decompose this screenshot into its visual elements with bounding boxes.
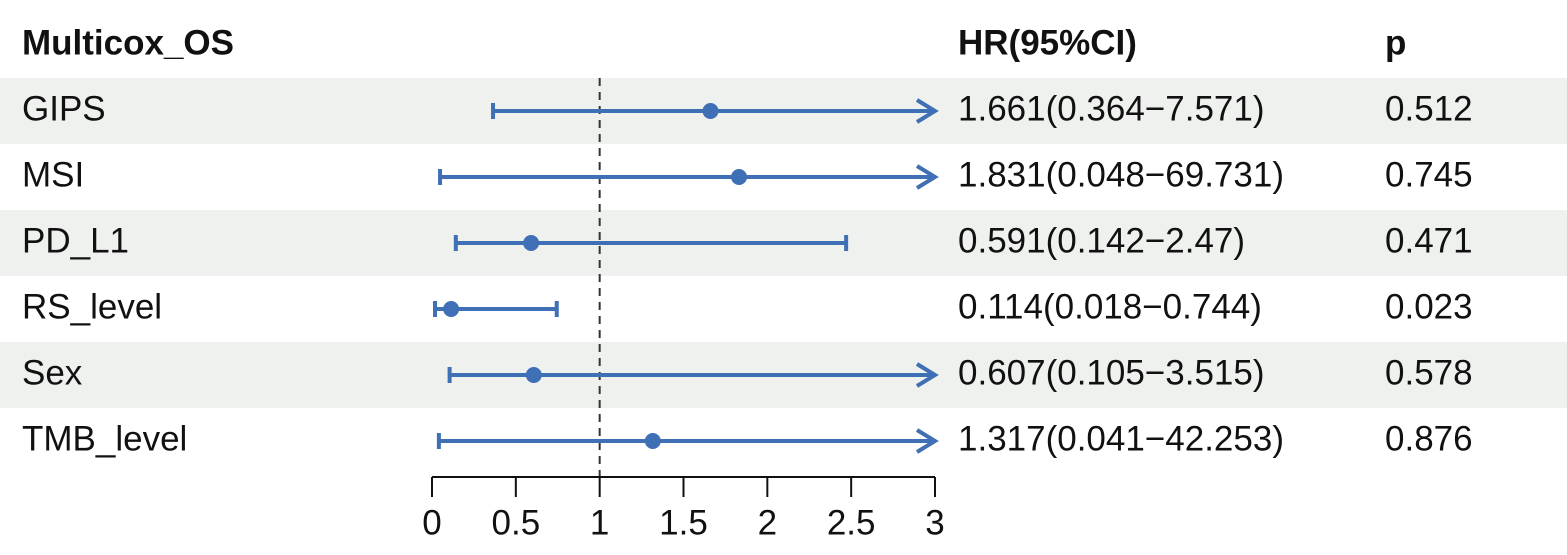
hr-point [702,103,719,119]
x-tick-label: 1.5 [659,503,708,542]
x-tick-label: 3 [925,503,944,542]
ci-arrow [915,362,939,388]
p-value: 0.023 [1385,287,1473,326]
row-label: MSI [22,155,84,194]
p-value: 0.745 [1385,155,1473,194]
ci-arrow [915,98,939,124]
hr-ci-label: 1.317(0.041−42.253) [958,419,1284,458]
row-label: PD_L1 [22,221,129,260]
hr-ci-label: 0.607(0.105−3.515) [958,353,1265,392]
chart-title: Multicox_OS [22,23,234,62]
hr-point [730,169,747,185]
hr-ci-label: 0.114(0.018−0.744) [958,287,1262,326]
p-value: 0.471 [1385,221,1473,260]
p-value: 0.578 [1385,353,1473,392]
p-value: 0.876 [1385,419,1473,458]
row-label: RS_level [22,287,162,326]
row-label: GIPS [22,89,106,128]
ci-arrow [915,164,939,190]
hr-header: HR(95%CI) [958,23,1137,62]
row-label: TMB_level [22,419,187,458]
x-tick-label: 0.5 [492,503,541,542]
hr-ci-label: 0.591(0.142−2.47) [958,221,1245,260]
x-tick-label: 1 [590,503,609,542]
x-tick-label: 2.5 [827,503,876,542]
hr-ci-label: 1.661(0.364−7.571) [958,89,1265,128]
hr-ci-label: 1.831(0.048−69.731) [958,155,1284,194]
ci-arrow [915,428,939,454]
hr-point [523,235,540,251]
hr-point [443,301,460,317]
hr-point [525,367,542,383]
p-value: 0.512 [1385,89,1473,128]
p-header: p [1385,23,1406,62]
hr-point [644,433,661,449]
row-label: Sex [22,353,83,392]
x-tick-label: 0 [422,503,441,542]
x-tick-label: 2 [758,503,777,542]
